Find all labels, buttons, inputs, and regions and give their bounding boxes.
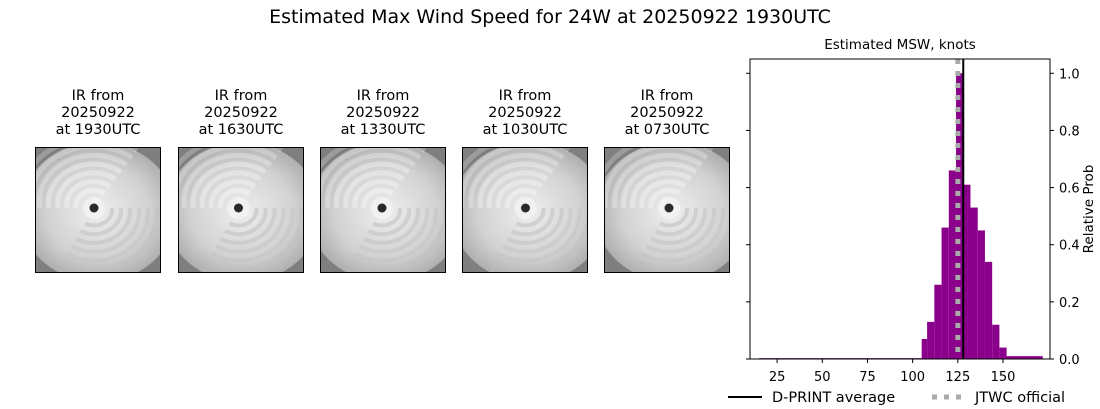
y-tick-label: 1.0: [1059, 67, 1080, 82]
histogram-bar-2: [927, 321, 935, 359]
chart-title: Estimated MSW, knots: [824, 37, 976, 53]
y-axis-ticks: 0.0 0.2 0.4 0.6 0.8 1.0: [746, 67, 1080, 368]
histogram-bar-11: [992, 324, 1000, 359]
legend: D-PRINT average JTWC official: [728, 390, 1065, 406]
ir-panel-title-line2: 20250922: [204, 105, 278, 121]
histogram-bar-8: [970, 207, 978, 359]
ir-panel-1: IR from 20250922 at 1930UTC: [35, 88, 161, 273]
histogram-bar-12: [999, 347, 1007, 359]
histogram-bar-10: [984, 261, 993, 359]
ir-satellite-image: [35, 147, 161, 273]
x-tick-label: 100: [900, 370, 925, 385]
ir-satellite-image: [462, 147, 588, 273]
ir-panel-title-line1: IR from: [214, 88, 268, 104]
ir-image-render: [463, 148, 587, 272]
ir-panel-4: IR from 20250922 at 1030UTC: [462, 88, 588, 273]
ir-panel-title: IR from 20250922 at 0730UTC: [604, 88, 730, 140]
ir-panel-title: IR from 20250922 at 1030UTC: [462, 88, 588, 140]
histogram-bar-1: [921, 339, 928, 359]
legend-label-dprint: D-PRINT average: [772, 390, 895, 406]
x-tick-label: 150: [991, 370, 1016, 385]
ir-panel-title-line2: 20250922: [61, 105, 135, 121]
histogram-bar-5: [948, 170, 957, 359]
ir-panel-title-line3: at 1030UTC: [482, 122, 568, 138]
ir-panel-title-line3: at 0730UTC: [624, 122, 710, 138]
x-tick-label: 50: [814, 370, 831, 385]
x-axis-ticks: 25 50 75 100 125 150: [769, 359, 1016, 385]
reference-lines: [955, 59, 965, 359]
ir-image-render: [605, 148, 729, 272]
ir-panel-title-line3: at 1930UTC: [55, 122, 141, 138]
ir-panel-title: IR from 20250922 at 1930UTC: [35, 88, 161, 140]
y-axis-label: Relative Prob: [1081, 165, 1097, 254]
y-tick-label: 0.6: [1059, 182, 1080, 197]
histogram-bar-3: [934, 284, 942, 359]
y-tick-label: 0.2: [1059, 296, 1080, 311]
histogram-bar-9: [977, 230, 985, 359]
ir-image-render: [36, 148, 160, 272]
y-tick-label: 0.8: [1059, 124, 1080, 139]
ir-panel-2: IR from 20250922 at 1630UTC: [178, 88, 304, 273]
y-tick-label: 0.0: [1059, 353, 1080, 368]
histogram-bars: [759, 73, 1043, 359]
ir-panel-title-line3: at 1630UTC: [198, 122, 284, 138]
ir-satellite-image: [320, 147, 446, 273]
ir-panel-title-line2: 20250922: [346, 105, 420, 121]
ir-panel-title-line1: IR from: [640, 88, 694, 104]
figure-title: Estimated Max Wind Speed for 24W at 2025…: [269, 6, 831, 28]
y-tick-label: 0.4: [1059, 239, 1080, 254]
ir-image-render: [179, 148, 303, 272]
ir-image-render: [321, 148, 445, 272]
x-tick-label: 75: [859, 370, 876, 385]
x-tick-label: 125: [945, 370, 970, 385]
ir-satellite-image: [178, 147, 304, 273]
ir-panel-3: IR from 20250922 at 1330UTC: [320, 88, 446, 273]
x-tick-label: 25: [769, 370, 786, 385]
ir-panel-5: IR from 20250922 at 0730UTC: [604, 88, 730, 273]
ir-panel-title-line1: IR from: [498, 88, 552, 104]
ir-panel-title: IR from 20250922 at 1630UTC: [178, 88, 304, 140]
histogram-bar-7: [963, 184, 971, 359]
ir-panel-title-line1: IR from: [356, 88, 410, 104]
ir-panel-title-line2: 20250922: [630, 105, 704, 121]
ir-panel-title-line1: IR from: [71, 88, 125, 104]
histogram-bar-4: [941, 227, 949, 359]
ir-panel-title-line2: 20250922: [488, 105, 562, 121]
ir-panel-title-line3: at 1330UTC: [340, 122, 426, 138]
ir-satellite-image: [604, 147, 730, 273]
histogram-bar-13: [1006, 356, 1043, 359]
plot-frame: [749, 58, 1051, 360]
legend-label-jtwc: JTWC official: [974, 390, 1065, 406]
ir-panel-title: IR from 20250922 at 1330UTC: [320, 88, 446, 140]
